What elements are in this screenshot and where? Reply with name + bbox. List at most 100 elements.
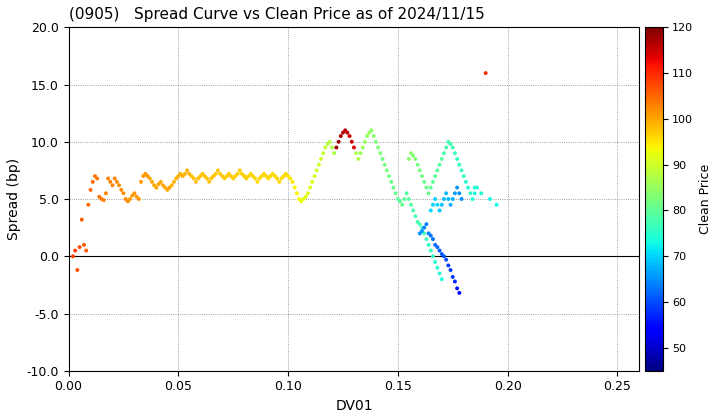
Point	[269, 173, 281, 179]
Point	[436, 251, 448, 257]
Point	[85, 186, 96, 193]
Point	[399, 196, 410, 202]
Point	[420, 184, 432, 191]
Point	[456, 167, 467, 174]
Point	[188, 175, 199, 182]
Point	[447, 273, 459, 280]
Point	[138, 173, 149, 179]
Point	[429, 241, 441, 248]
Point	[403, 155, 415, 162]
Point	[190, 178, 202, 185]
Point	[278, 173, 289, 179]
Point	[254, 175, 266, 182]
Point	[438, 253, 450, 260]
Point	[425, 184, 436, 191]
Point	[171, 175, 182, 182]
Point	[383, 173, 395, 179]
Point	[436, 276, 448, 283]
Point	[71, 267, 83, 273]
Point	[467, 196, 478, 202]
Point	[87, 178, 99, 185]
Point	[297, 196, 309, 202]
Point	[433, 161, 445, 168]
Point	[120, 196, 132, 202]
Point	[433, 247, 445, 254]
Point	[401, 190, 413, 197]
Point	[184, 171, 195, 177]
Point	[223, 171, 235, 177]
Point	[109, 175, 120, 182]
Point	[431, 244, 443, 250]
Point	[427, 178, 438, 185]
Point	[219, 175, 230, 182]
Point	[410, 213, 421, 220]
Point	[104, 178, 116, 185]
Point	[100, 190, 112, 197]
Point	[313, 161, 325, 168]
Point	[322, 141, 333, 147]
Point	[217, 173, 228, 179]
Point	[330, 144, 342, 151]
Point	[247, 173, 258, 179]
Point	[102, 175, 114, 182]
Point	[491, 202, 503, 208]
Point	[346, 139, 358, 145]
Point	[462, 184, 474, 191]
Point	[456, 196, 467, 202]
Point	[355, 150, 366, 157]
Point	[81, 247, 92, 254]
Point	[179, 171, 191, 177]
Point	[94, 193, 105, 200]
Point	[125, 196, 136, 202]
Point	[431, 167, 443, 174]
Point	[311, 167, 323, 174]
Point	[131, 193, 143, 200]
Point	[441, 144, 452, 151]
Point	[485, 196, 496, 202]
Point	[454, 190, 465, 197]
Point	[175, 171, 186, 177]
Point	[300, 193, 312, 200]
Point	[168, 178, 180, 185]
Point	[392, 196, 404, 202]
Point	[339, 127, 351, 134]
Point	[471, 184, 482, 191]
Point	[412, 218, 423, 225]
Point	[377, 155, 388, 162]
Point	[307, 178, 318, 185]
Point	[295, 198, 307, 205]
Point	[427, 236, 438, 242]
Point	[153, 181, 164, 187]
Point	[370, 139, 382, 145]
Point	[414, 167, 426, 174]
Point	[480, 70, 492, 76]
Point	[293, 196, 305, 202]
Point	[78, 241, 90, 248]
Point	[408, 207, 419, 214]
Point	[122, 198, 134, 205]
Point	[228, 175, 239, 182]
Point	[464, 190, 476, 197]
Point	[284, 175, 296, 182]
Point	[379, 161, 390, 168]
Point	[159, 184, 171, 191]
Point	[420, 236, 432, 242]
Point	[416, 224, 428, 231]
Point	[280, 171, 292, 177]
Point	[133, 196, 145, 202]
Point	[335, 133, 346, 139]
Point	[146, 178, 158, 185]
Y-axis label: Spread (bp): Spread (bp)	[7, 158, 21, 240]
Point	[320, 144, 331, 151]
Point	[395, 198, 406, 205]
Point	[140, 171, 151, 177]
Point	[408, 152, 419, 159]
Point	[429, 173, 441, 179]
Point	[341, 129, 353, 136]
Point	[289, 184, 300, 191]
Point	[203, 178, 215, 185]
Point	[451, 155, 463, 162]
Point	[420, 221, 432, 228]
Point	[243, 173, 254, 179]
Point	[186, 173, 197, 179]
